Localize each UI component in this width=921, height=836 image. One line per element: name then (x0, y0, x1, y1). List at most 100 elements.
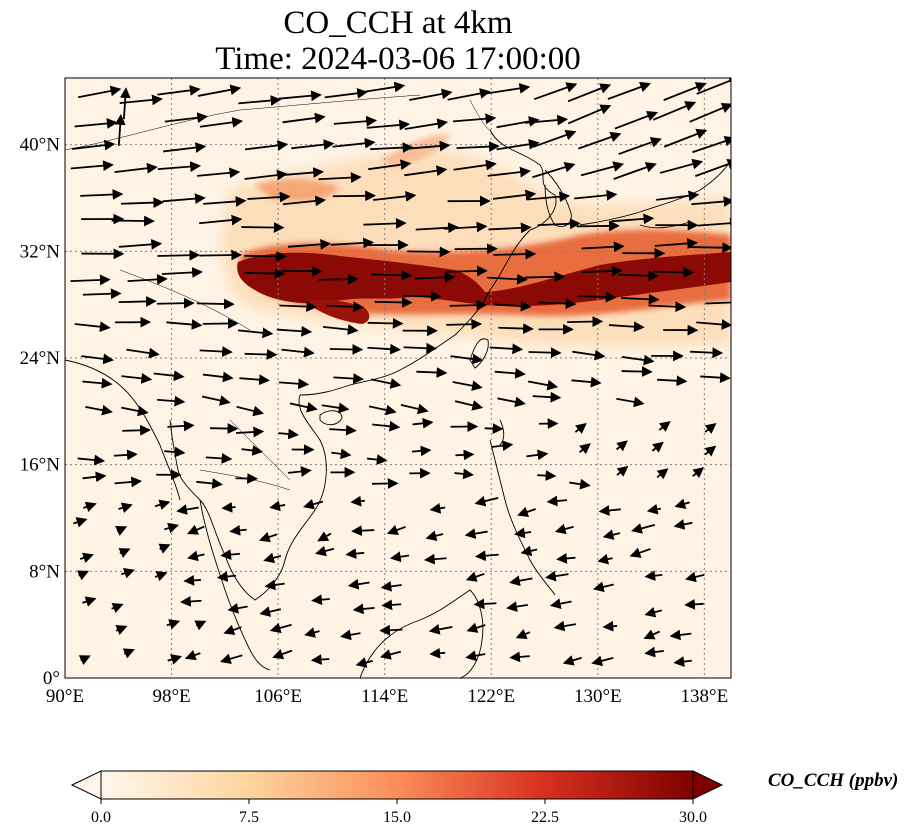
wind-vector (76, 570, 90, 581)
wind-vector (545, 570, 569, 582)
wind-vector (629, 547, 651, 558)
wind-vector (489, 343, 524, 355)
wind-vector (278, 90, 322, 102)
wind-vector (157, 249, 201, 261)
wind-vector (493, 248, 537, 260)
wind-vector (194, 620, 207, 631)
wind-vector (689, 102, 731, 123)
wind-vector (279, 378, 310, 390)
wind-vector (372, 478, 399, 489)
wind-vector (692, 467, 705, 479)
wind-vector (276, 325, 313, 337)
wind-vector (537, 218, 581, 230)
wind-vector (180, 596, 202, 607)
wind-vector (156, 297, 195, 309)
wind-vector (244, 140, 289, 151)
wind-vector (705, 301, 731, 305)
wind-vector (196, 167, 241, 179)
wind-vector (345, 548, 365, 559)
wind-vector (704, 445, 717, 457)
wind-vector (657, 375, 688, 387)
wind-vector (474, 495, 499, 507)
wind-vector (697, 217, 731, 229)
wind-vector (464, 528, 488, 539)
wind-vector (613, 162, 657, 180)
wind-vector (428, 624, 453, 635)
wind-vector (291, 139, 335, 150)
wind-vector (656, 468, 669, 480)
wind-vector (453, 113, 497, 125)
x-tick-label: 130°E (574, 686, 622, 707)
wind-vector (287, 238, 332, 250)
wind-vector (456, 141, 500, 153)
wind-vector (621, 293, 660, 305)
wind-vector (454, 400, 484, 411)
wind-vector (514, 527, 532, 539)
x-tick-label: 138°E (681, 686, 729, 707)
wind-vector (496, 138, 540, 151)
wind-vector (315, 545, 335, 557)
wind-vector (691, 196, 731, 207)
wind-vector (379, 624, 403, 636)
wind-vector (386, 524, 406, 536)
wind-vector (332, 190, 376, 202)
wind-vector (83, 501, 97, 513)
wind-vector (494, 367, 526, 379)
wind-vector (663, 128, 708, 148)
wind-vector (272, 648, 293, 660)
wind-vector (114, 162, 158, 174)
wind-vector (157, 161, 201, 172)
wind-vector (77, 85, 122, 99)
wind-vector (196, 478, 223, 489)
wind-vector (517, 506, 536, 518)
wind-vector (118, 548, 131, 558)
wind-vector (282, 112, 326, 124)
wind-vector (533, 82, 578, 101)
wind-vector (329, 344, 364, 355)
colorbar-tick-label: 30.0 (679, 809, 707, 826)
wind-vector (689, 242, 731, 254)
wind-vector (158, 543, 171, 554)
wind-vector (361, 81, 406, 94)
wind-vector (614, 110, 658, 130)
wind-vector (154, 571, 168, 582)
wind-vector (450, 353, 484, 365)
wind-vector (520, 545, 538, 557)
wind-vector (465, 571, 485, 582)
wind-vector (156, 395, 186, 407)
wind-vector (237, 327, 274, 339)
wind-vector (474, 550, 499, 562)
wind-vector (571, 376, 602, 388)
wind-vector (447, 88, 491, 101)
wind-vector (370, 142, 414, 154)
wind-vector (164, 522, 180, 534)
wind-vector (184, 649, 201, 661)
wind-vectors (70, 78, 731, 668)
wind-vector (197, 84, 242, 97)
x-tick-label: 98°E (152, 686, 190, 707)
wind-vector (303, 499, 324, 510)
wind-vector (509, 651, 530, 663)
wind-vector (318, 273, 359, 285)
wind-vector (621, 366, 653, 377)
wind-vector (549, 598, 572, 609)
wind-vector (581, 241, 625, 253)
wind-vector (201, 395, 231, 406)
wind-vector (567, 104, 612, 125)
wind-vector (487, 273, 528, 285)
wind-vector (289, 401, 318, 413)
wind-vector (454, 468, 474, 480)
wind-vector (621, 354, 655, 366)
wind-vector (654, 238, 698, 249)
wind-vector (153, 370, 185, 382)
wind-vector (704, 422, 717, 434)
wind-vector (167, 420, 195, 432)
wind-vector (425, 530, 444, 541)
wind-vector (199, 346, 233, 357)
wind-vector (444, 221, 488, 233)
wind-vector (154, 499, 171, 510)
wind-vector (79, 552, 94, 563)
y-tick-label: 8°N (29, 561, 60, 582)
wind-vector (238, 95, 282, 106)
wind-vector (244, 250, 287, 262)
